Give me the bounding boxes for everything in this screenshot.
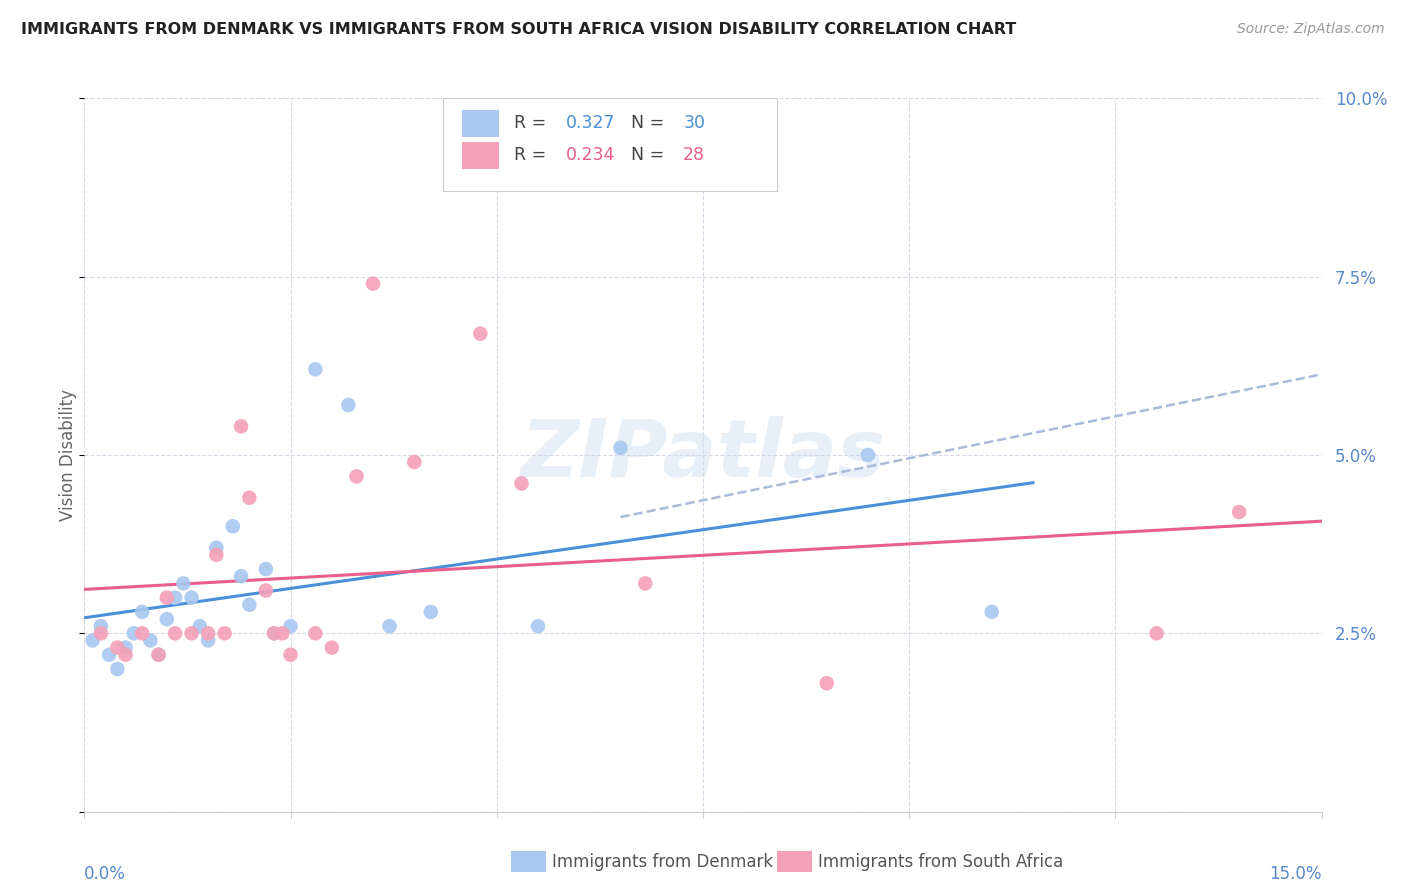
Text: Immigrants from South Africa: Immigrants from South Africa [818, 853, 1063, 871]
Point [148, 648, 170, 662]
Point [361, 277, 384, 291]
Point [197, 633, 219, 648]
Point [1146, 626, 1168, 640]
Point [470, 326, 492, 341]
Point [254, 562, 277, 576]
Point [205, 541, 228, 555]
Point [321, 640, 343, 655]
Text: IMMIGRANTS FROM DENMARK VS IMMIGRANTS FROM SOUTH AFRICA VISION DISABILITY CORREL: IMMIGRANTS FROM DENMARK VS IMMIGRANTS FR… [21, 22, 1017, 37]
Point [1227, 505, 1250, 519]
Text: N =: N = [631, 114, 671, 132]
Point [180, 591, 202, 605]
Point [90, 626, 112, 640]
Point [139, 633, 162, 648]
Point [263, 626, 285, 640]
Point [346, 469, 368, 483]
Point [114, 648, 136, 662]
Point [98, 648, 121, 662]
FancyBboxPatch shape [461, 142, 499, 169]
Point [404, 455, 426, 469]
Point [105, 662, 128, 676]
FancyBboxPatch shape [778, 851, 811, 872]
Text: 0.0%: 0.0% [84, 865, 127, 883]
Point [148, 648, 170, 662]
Point [197, 626, 219, 640]
Point [271, 626, 294, 640]
Point [238, 491, 260, 505]
Point [156, 591, 179, 605]
Point [114, 640, 136, 655]
Point [172, 576, 194, 591]
FancyBboxPatch shape [461, 110, 499, 136]
Point [510, 476, 533, 491]
Point [304, 626, 326, 640]
Point [165, 591, 187, 605]
Text: 0.234: 0.234 [565, 146, 614, 164]
Point [188, 619, 211, 633]
Point [90, 619, 112, 633]
Point [378, 619, 401, 633]
Point [419, 605, 441, 619]
Point [122, 626, 145, 640]
Text: N =: N = [631, 146, 671, 164]
Point [609, 441, 631, 455]
Point [527, 619, 550, 633]
Point [222, 519, 245, 533]
Point [238, 598, 260, 612]
Point [254, 583, 277, 598]
Text: 0.327: 0.327 [565, 114, 616, 132]
Point [229, 419, 252, 434]
Y-axis label: Vision Disability: Vision Disability [59, 389, 77, 521]
Point [180, 626, 202, 640]
Text: Source: ZipAtlas.com: Source: ZipAtlas.com [1237, 22, 1385, 37]
Point [980, 605, 1002, 619]
Point [105, 640, 128, 655]
Point [131, 605, 153, 619]
Point [815, 676, 838, 690]
Point [280, 648, 302, 662]
Text: R =: R = [513, 146, 551, 164]
Point [156, 612, 179, 626]
Text: ZIPatlas: ZIPatlas [520, 416, 886, 494]
Text: 30: 30 [683, 114, 706, 132]
Point [263, 626, 285, 640]
Point [165, 626, 187, 640]
Point [856, 448, 879, 462]
Point [82, 633, 104, 648]
Point [205, 548, 228, 562]
Point [337, 398, 360, 412]
Point [280, 619, 302, 633]
Text: Immigrants from Denmark: Immigrants from Denmark [553, 853, 773, 871]
Point [214, 626, 236, 640]
Point [634, 576, 657, 591]
FancyBboxPatch shape [512, 851, 546, 872]
Point [229, 569, 252, 583]
Text: 15.0%: 15.0% [1270, 865, 1322, 883]
Point [304, 362, 326, 376]
Text: 28: 28 [683, 146, 706, 164]
FancyBboxPatch shape [443, 98, 778, 191]
Text: R =: R = [513, 114, 551, 132]
Point [131, 626, 153, 640]
